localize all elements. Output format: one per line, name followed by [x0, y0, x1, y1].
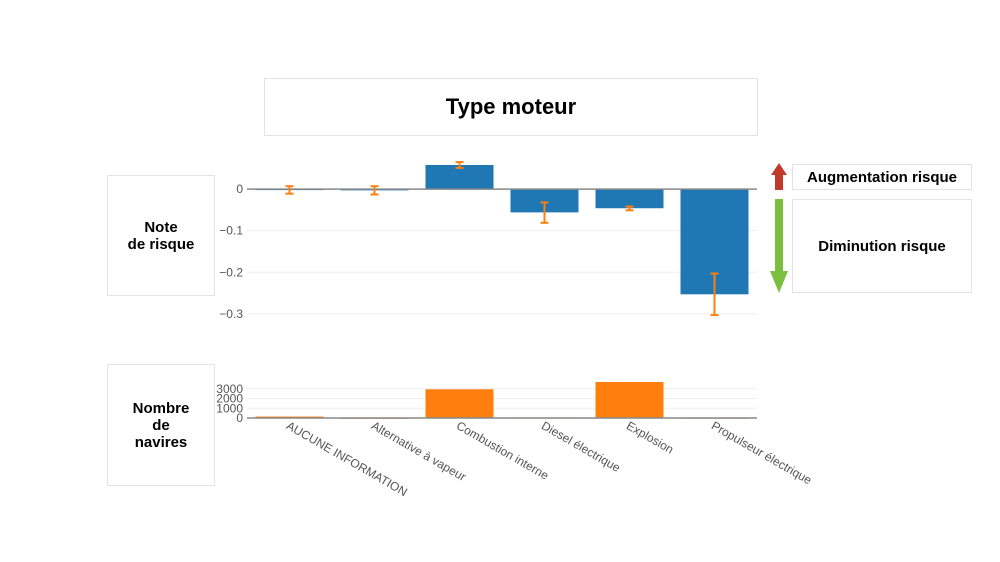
- increase-risk-label: Augmentation risque: [792, 164, 972, 190]
- score-y-tick-label: 0: [236, 182, 243, 196]
- score-bar: [510, 189, 579, 213]
- score-y-tick-label: −0.2: [219, 265, 243, 279]
- score-axis-label: Note de risque: [107, 175, 215, 296]
- score-error-bar: [285, 185, 294, 195]
- score-y-tick-label: −0.1: [219, 224, 243, 238]
- count-axis-label: Nombre de navires: [107, 364, 215, 486]
- count-y-tick-label: 0: [236, 411, 243, 425]
- count-bar: [595, 382, 664, 418]
- score-error-bar: [710, 272, 719, 317]
- increase-arrow-icon: [771, 163, 787, 190]
- count-y-tick-label: 3000: [216, 382, 243, 396]
- x-tick-label: Explosion: [624, 418, 676, 456]
- x-tick-label: Diesel électrique: [539, 418, 623, 475]
- arrow-shaft: [775, 174, 783, 190]
- score-error-bar: [370, 185, 379, 196]
- arrow-shaft: [775, 199, 783, 273]
- count-bar: [425, 389, 494, 418]
- score-error-bar: [455, 161, 464, 169]
- decrease-risk-label: Diminution risque: [792, 199, 972, 293]
- arrow-head: [770, 271, 788, 293]
- score-error-bar: [625, 205, 634, 212]
- chart-title: Type moteur: [264, 78, 758, 136]
- score-bar: [425, 164, 494, 190]
- x-tick-label: Propulseur électrique: [709, 418, 814, 487]
- score-error-bar: [540, 201, 549, 224]
- score-bar: [595, 189, 664, 209]
- decrease-arrow-icon: [770, 199, 788, 293]
- count-y-tick-label: 1000: [216, 401, 243, 415]
- arrow-head: [771, 163, 787, 175]
- x-tick-label: Combustion interne: [454, 418, 551, 482]
- count-y-tick-label: 2000: [216, 392, 243, 406]
- score-y-tick-label: −0.3: [219, 307, 243, 321]
